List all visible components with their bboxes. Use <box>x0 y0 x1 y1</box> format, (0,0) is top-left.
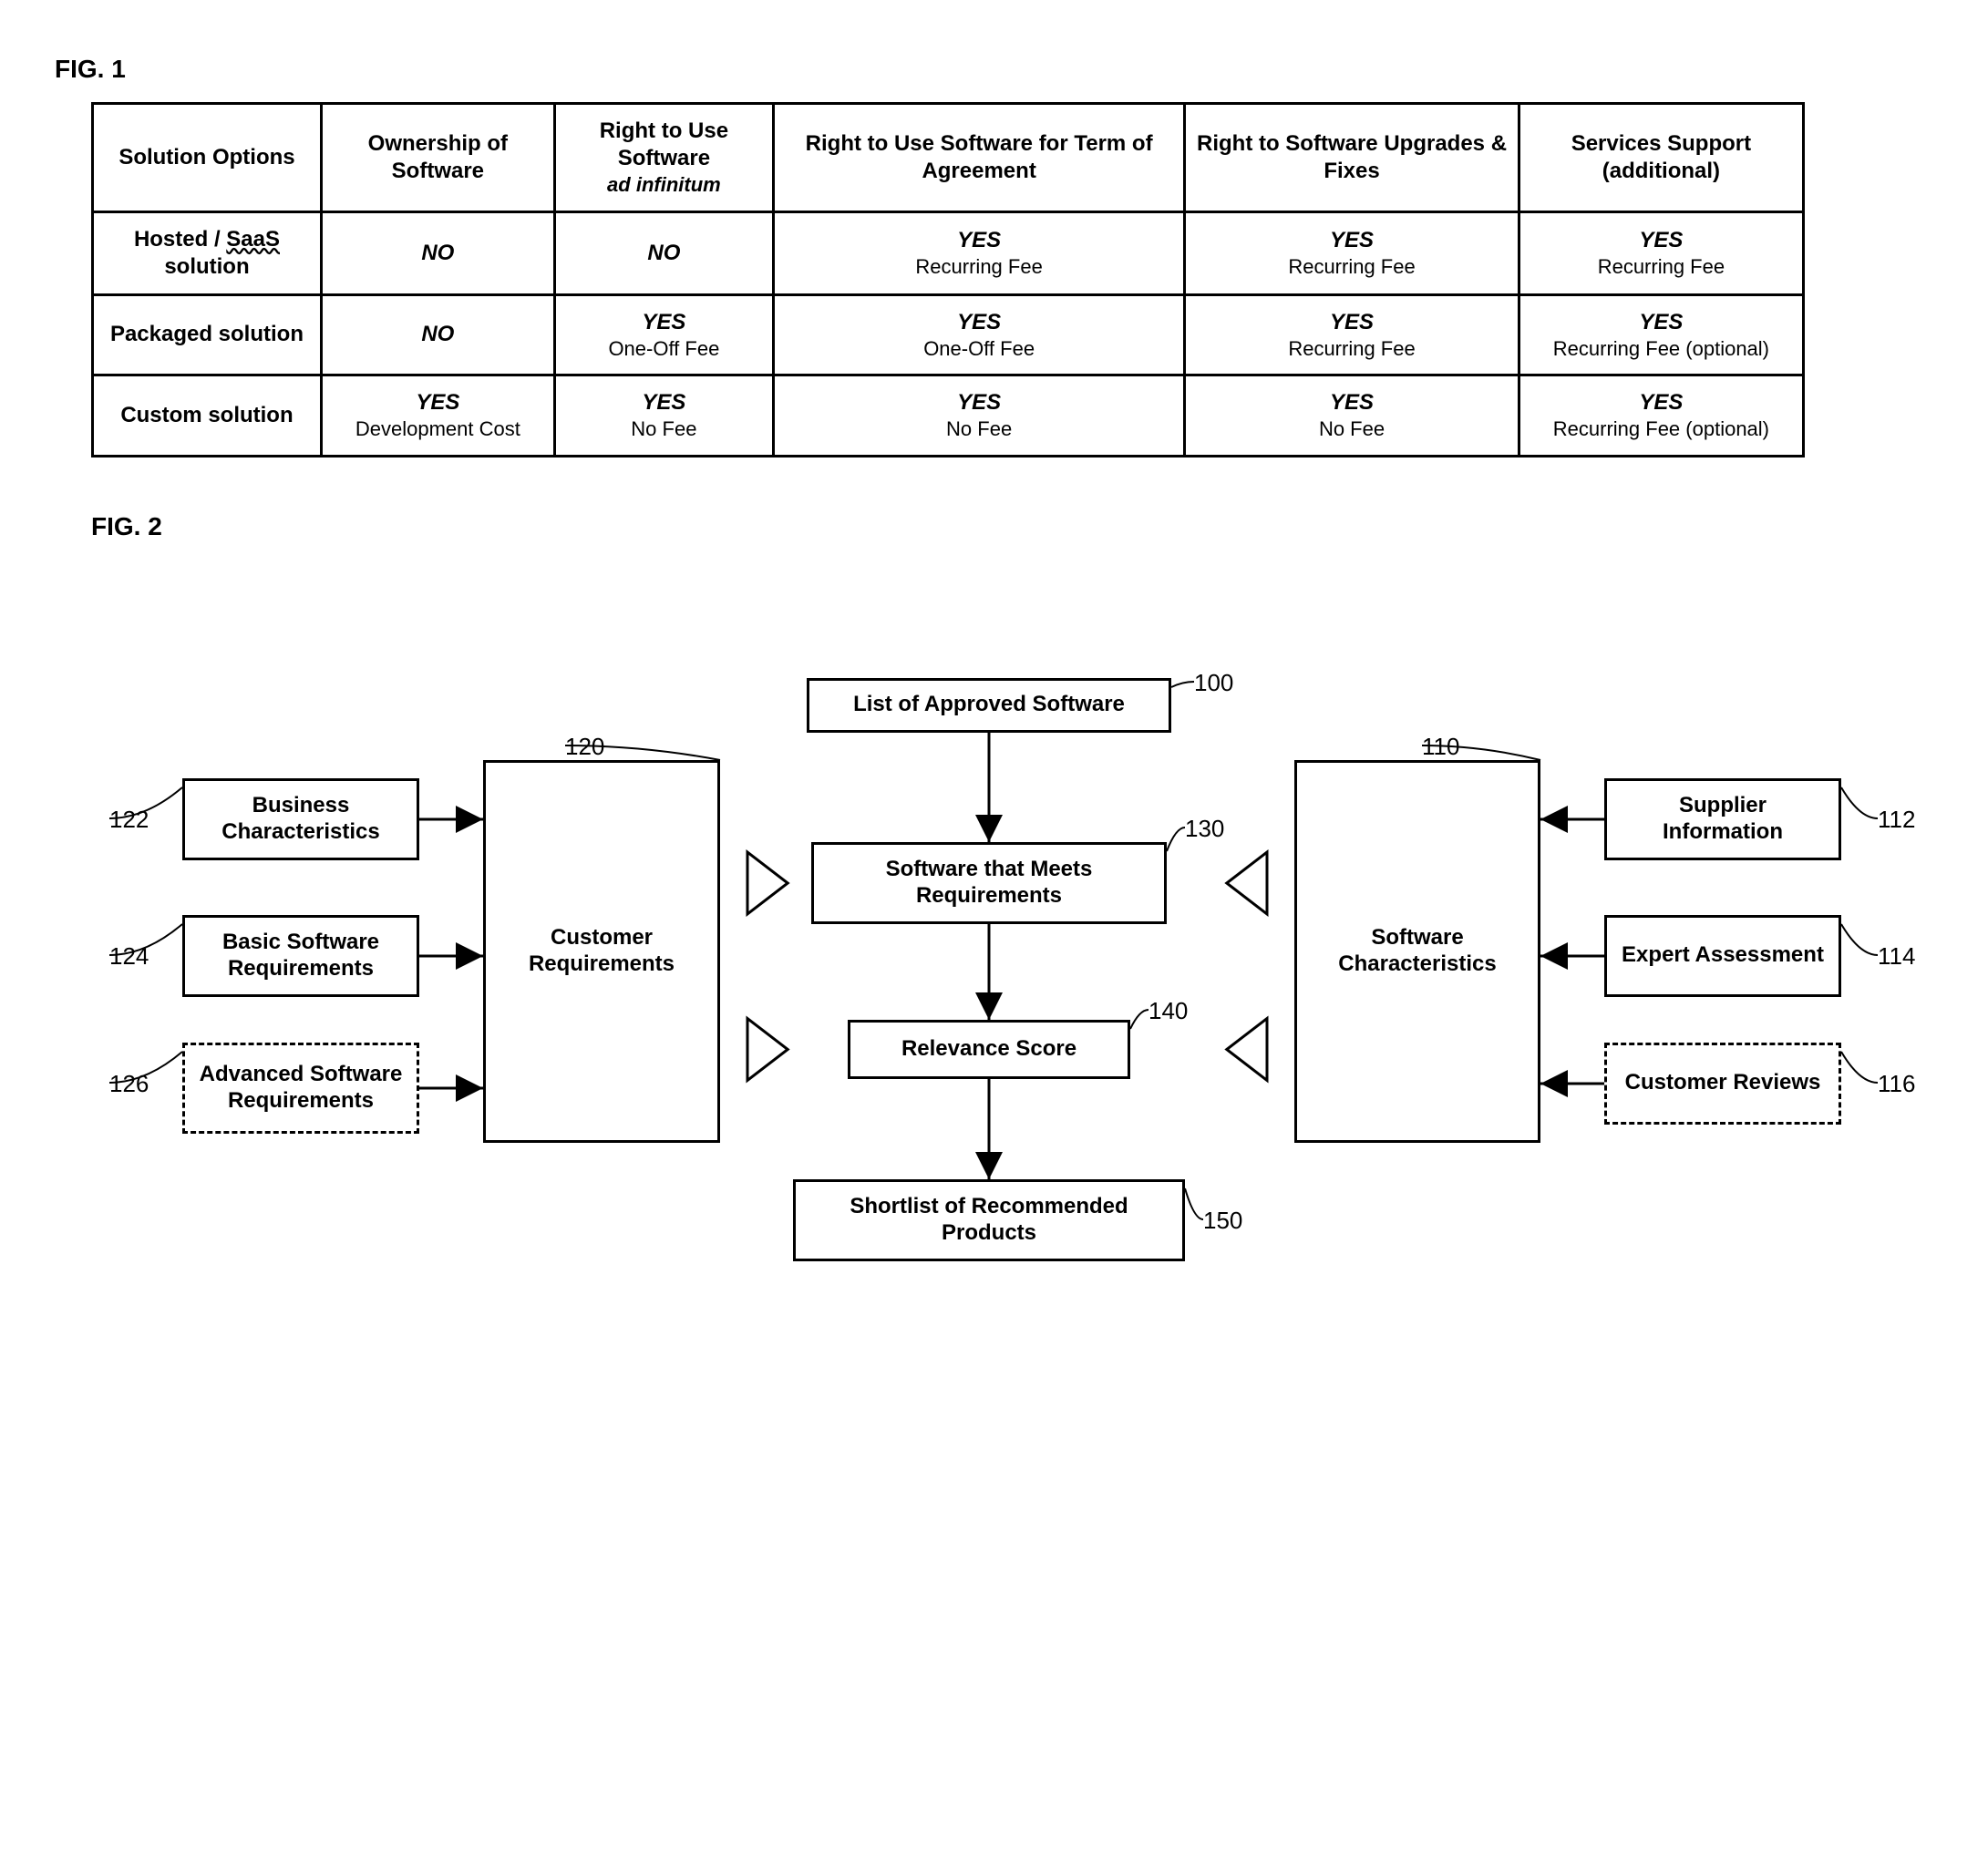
table-header-cell: Services Support (additional) <box>1519 104 1803 212</box>
table-row: Hosted / SaaS solutionNONOYESRecurring F… <box>93 211 1804 294</box>
table-cell: YESRecurring Fee (optional) <box>1519 294 1803 375</box>
table-cell: NO <box>321 294 554 375</box>
flow-node-n140: Relevance Score <box>848 1020 1130 1079</box>
table-header-cell: Right to Software Upgrades & Fixes <box>1185 104 1519 212</box>
table-header-cell: Solution Options <box>93 104 322 212</box>
flow-node-n114: Expert Assessment <box>1604 915 1841 997</box>
flow-node-n116: Customer Reviews <box>1604 1043 1841 1125</box>
flow-ref-126: 126 <box>109 1070 149 1098</box>
flow-node-n150: Shortlist of Recommended Products <box>793 1179 1185 1261</box>
table-cell: YESOne-Off Fee <box>774 294 1185 375</box>
table-row: Packaged solutionNOYESOne-Off FeeYESOne-… <box>93 294 1804 375</box>
table-cell: YESRecurring Fee (optional) <box>1519 375 1803 457</box>
table-cell: Packaged solution <box>93 294 322 375</box>
table-cell: YESRecurring Fee <box>1519 211 1803 294</box>
table-cell: NO <box>554 211 773 294</box>
flow-ref-114: 114 <box>1878 942 1915 971</box>
flowchart: List of Approved Software 100 Software Cha… <box>91 651 1823 1398</box>
table-header-cell: Right to Use Softwaread infinitum <box>554 104 773 212</box>
table-cell: Custom solution <box>93 375 322 457</box>
flow-ref-116: 116 <box>1878 1070 1915 1098</box>
table-cell: YESOne-Off Fee <box>554 294 773 375</box>
fig2-label: FIG. 2 <box>91 512 1933 541</box>
flow-ref-100: 100 <box>1194 669 1233 697</box>
table-cell: YESRecurring Fee <box>1185 211 1519 294</box>
solution-options-table: Solution OptionsOwnership of SoftwareRig… <box>91 102 1805 457</box>
flow-ref-124: 124 <box>109 942 149 971</box>
table-cell: YESNo Fee <box>554 375 773 457</box>
flow-node-n100: List of Approved Software <box>807 678 1171 733</box>
table-cell: YESNo Fee <box>774 375 1185 457</box>
flow-ref-122: 122 <box>109 806 149 834</box>
flow-ref-150: 150 <box>1203 1207 1242 1235</box>
table-header-row: Solution OptionsOwnership of SoftwareRig… <box>93 104 1804 212</box>
table-cell: YESNo Fee <box>1185 375 1519 457</box>
flow-ref-110: 110 <box>1422 733 1459 761</box>
flow-ref-130: 130 <box>1185 815 1224 843</box>
table-cell: YESRecurring Fee <box>774 211 1185 294</box>
flow-node-n120: Customer Requirements <box>483 760 720 1143</box>
flow-ref-112: 112 <box>1878 806 1915 834</box>
table-row: Custom solutionYESDevelopment CostYESNo … <box>93 375 1804 457</box>
table-header-cell: Ownership of Software <box>321 104 554 212</box>
fig1-label: FIG. 1 <box>55 55 1933 84</box>
flow-node-n112: Supplier Information <box>1604 778 1841 860</box>
flow-node-n130: Software that Meets Requirements <box>811 842 1167 924</box>
flow-ref-120: 120 <box>565 733 604 761</box>
flow-ref-140: 140 <box>1149 997 1188 1025</box>
table-header-cell: Right to Use Software for Term of Agreem… <box>774 104 1185 212</box>
table-cell: YESRecurring Fee <box>1185 294 1519 375</box>
flow-node-n124: Basic Software Requirements <box>182 915 419 997</box>
table-cell: Hosted / SaaS solution <box>93 211 322 294</box>
table-cell: YESDevelopment Cost <box>321 375 554 457</box>
flow-node-n122: Business Characteristics <box>182 778 419 860</box>
flow-node-n126: Advanced Software Requirements <box>182 1043 419 1134</box>
flow-node-n110: Software Characteristics <box>1294 760 1540 1143</box>
table-cell: NO <box>321 211 554 294</box>
